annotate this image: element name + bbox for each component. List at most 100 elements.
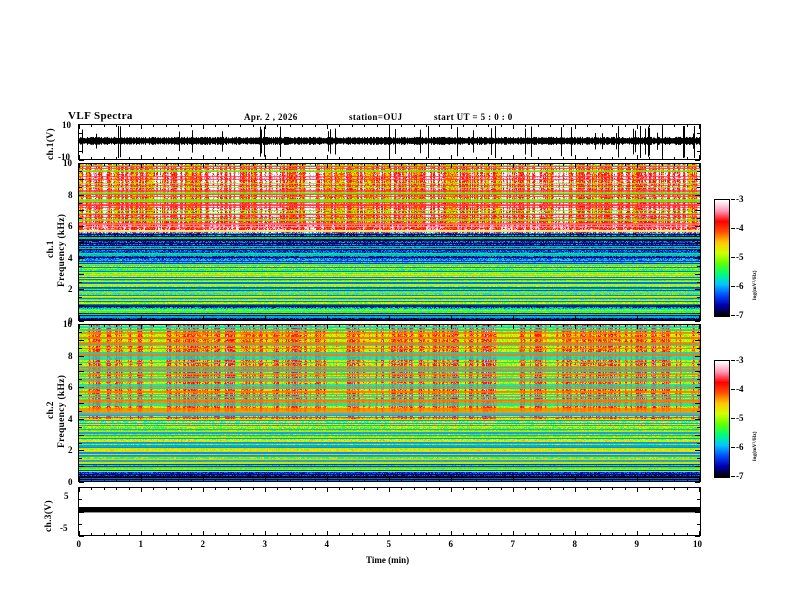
xtick-p4-b-7 [513,531,514,536]
xtick-p4-4.8 [377,487,378,490]
xtick-p3-4.6 [364,324,365,327]
xtick-p1-b-9.4 [662,157,663,160]
xtick-p4-b-4.6 [364,533,365,536]
xtick-p3-b-2 [203,477,204,482]
xtick-p3-5.2 [401,324,402,327]
xtick-p4-4 [327,487,328,492]
x-tick-label-4: 4 [324,539,330,549]
xtick-p2-9.4 [662,163,663,166]
xtick-p1-b-9.8 [687,157,688,160]
xtick-p1-b-1.8 [191,157,192,160]
xtick-p2-9.8 [687,163,688,166]
xtick-p2-b-0.6 [116,318,117,321]
xtick-p1-5.2 [401,124,402,127]
xtick-p1-b-1.6 [178,157,179,160]
colorbar-tick-label-0--5: -5 [736,252,744,262]
ytick-ch3wave-r-2 [695,512,700,513]
xtick-p1-4.8 [377,124,378,127]
xtick-p3-2.4 [228,324,229,327]
xtick-p1-3.6 [302,124,303,127]
xtick-p4-b-5.4 [414,533,415,536]
xtick-p1-b-3.6 [302,157,303,160]
xtick-p4-b-1.2 [153,533,154,536]
xtick-p3-b-0.8 [129,479,130,482]
xtick-p4-b-8.2 [587,533,588,536]
xtick-p2-6.8 [501,163,502,166]
xtick-p2-5 [389,163,390,168]
xtick-p4-8.8 [625,487,626,490]
xtick-p1-1.6 [178,124,179,127]
xtick-p1-5.6 [426,124,427,127]
xtick-p3-b-2.8 [253,479,254,482]
xtick-p3-9.2 [649,324,650,327]
xtick-p4-b-4.4 [352,533,353,536]
xtick-p2-2.6 [240,163,241,166]
xtick-p1-3 [265,124,266,129]
xtick-p3-6.2 [463,324,464,327]
ytick-ch3wave-2 [79,512,84,513]
xtick-p2-3 [265,163,266,168]
xtick-p2-3.2 [277,163,278,166]
xtick-p1-7.4 [538,124,539,127]
xtick-p1-0.2 [91,124,92,127]
ytick-ch1-7 [79,210,84,211]
ytick-ch1-r-5 [695,242,700,243]
ytick-ch1-r-0.5 [697,313,700,314]
xtick-p4-b-8.4 [600,533,601,536]
xtick-p3-b-2.2 [215,479,216,482]
ytick-ch2-6.5 [79,379,82,380]
xtick-p4-6.8 [501,487,502,490]
xtick-p3-1.6 [178,324,179,327]
xtick-p4-1.2 [153,487,154,490]
xtick-p2-b-6.8 [501,318,502,321]
xtick-p4-7.2 [525,487,526,490]
xtick-p2-8.6 [612,163,613,166]
colorbar-tick-1--7 [731,476,735,477]
ytick-ch2-r-9.5 [697,332,700,333]
xtick-p1-b-8.8 [625,157,626,160]
xtick-p3-b-4.4 [352,479,353,482]
xtick-p1-5.4 [414,124,415,127]
ytick-ch1-8.5 [79,187,82,188]
xtick-p3-1.2 [153,324,154,327]
xtick-p3-b-1.4 [166,479,167,482]
xtick-p4-b-2 [203,531,204,536]
xtick-p4-4.6 [364,487,365,490]
xtick-p2-b-3.8 [315,318,316,321]
xtick-p1-b-0.6 [116,157,117,160]
station-label: station=OUJ [349,112,403,122]
xtick-p2-10 [699,163,700,168]
xtick-p4-b-10 [699,531,700,536]
ch3-wave-ytick-neg5: -5 [60,523,68,533]
xtick-p3-6.8 [501,324,502,327]
plot-date: Apr. 2 , 2026 [244,112,298,122]
colorbar-tick-0--3 [731,199,735,200]
ch3-wave-ytick-5: 5 [64,491,69,501]
xtick-p4-b-4.8 [377,533,378,536]
ytick-ch2-r-5.5 [697,395,700,396]
ytick-ch2-r-3 [695,435,700,436]
xtick-p3-6.6 [488,324,489,327]
xtick-p1-b-0.2 [91,157,92,160]
xtick-p2-b-0 [79,316,80,321]
xtick-p4-5 [389,487,390,492]
xtick-p1-4 [327,124,328,129]
xtick-p4-6 [451,487,452,492]
xtick-p2-b-3.6 [302,318,303,321]
xtick-p3-1.4 [166,324,167,327]
ytick-ch2-7.5 [79,364,82,365]
xtick-p4-b-5.8 [439,533,440,536]
xtick-p1-b-5.2 [401,157,402,160]
ytick-ch2-1.5 [79,458,82,459]
xtick-p2-b-1.8 [191,318,192,321]
xtick-p2-9.6 [674,163,675,166]
ytick-ch2-6 [79,387,84,388]
ytick-ch2-5.5 [79,395,82,396]
xtick-p4-b-2.2 [215,533,216,536]
xtick-p1-b-5 [389,155,390,160]
xtick-p3-4.4 [352,324,353,327]
xtick-p4-5.4 [414,487,415,490]
xtick-p3-b-0.6 [116,479,117,482]
xtick-p2-b-8.6 [612,318,613,321]
x-tick-label-5: 5 [386,539,392,549]
